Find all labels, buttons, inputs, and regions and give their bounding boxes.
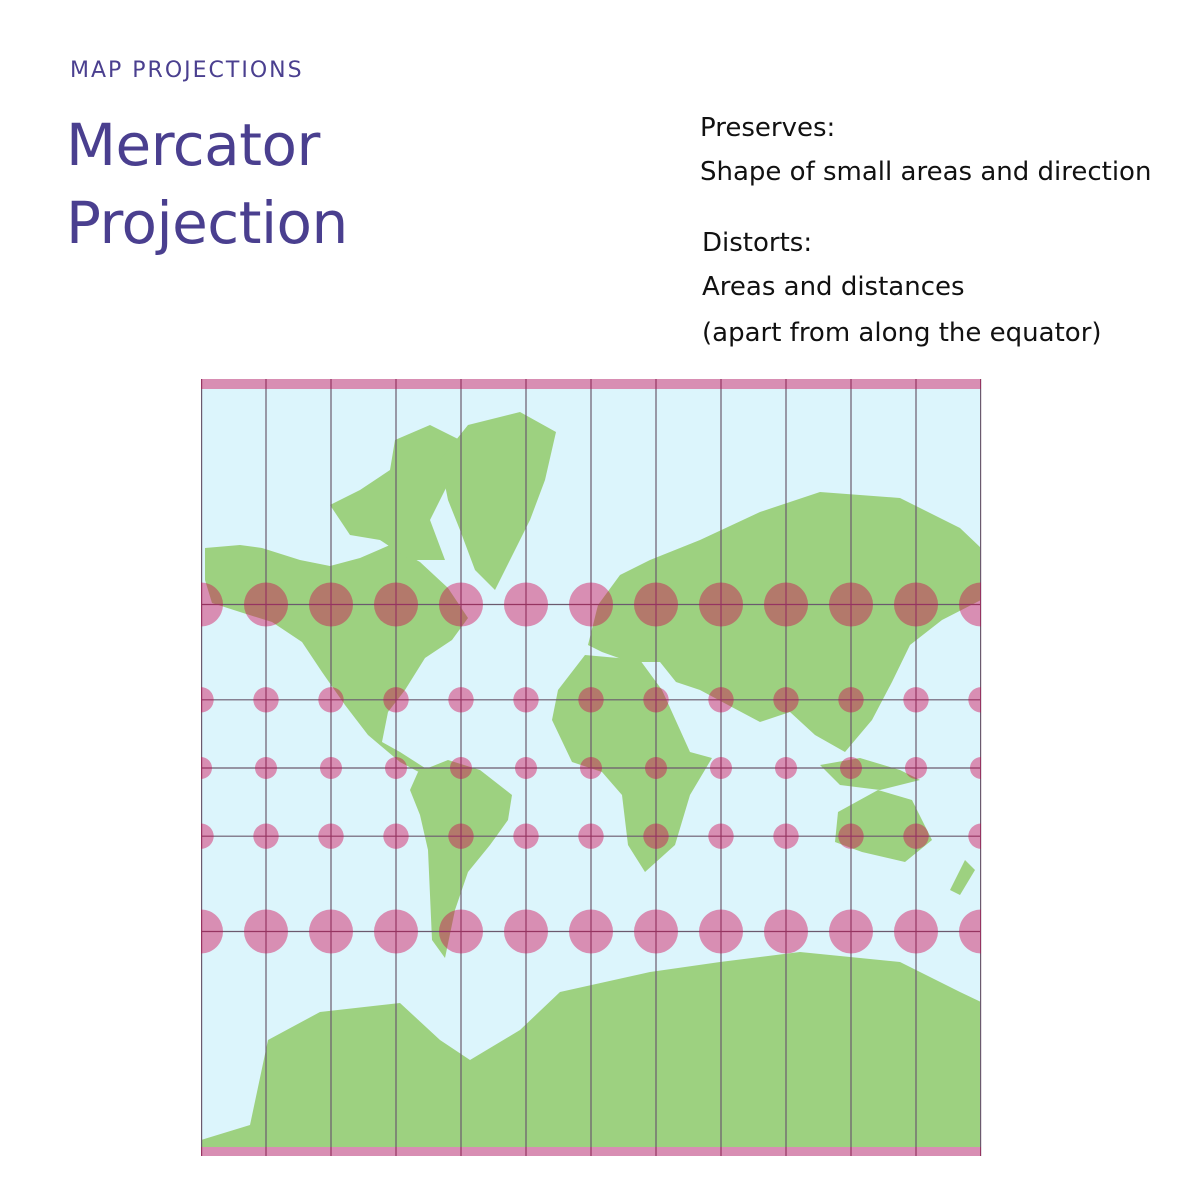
- tissot-circle: [838, 687, 864, 713]
- tissot-circle: [710, 757, 732, 779]
- tissot-circle: [578, 823, 604, 849]
- tissot-circle: [244, 582, 288, 627]
- tissot-circle: [569, 582, 613, 627]
- tissot-circle: [374, 582, 418, 627]
- tissot-circle: [578, 687, 604, 713]
- distorts-text-2: (apart from along the equator): [702, 318, 1102, 348]
- tissot-circle: [504, 582, 548, 627]
- tissot-circle: [643, 687, 669, 713]
- north-pole-band: [201, 379, 981, 389]
- australia: [835, 790, 932, 862]
- tissot-circle: [970, 757, 981, 779]
- tissot-circle: [201, 909, 223, 954]
- eurasia: [588, 492, 981, 752]
- tissot-circle: [201, 687, 214, 713]
- tissot-circle: [903, 823, 929, 849]
- tissot-circle: [634, 582, 678, 627]
- tissot-circle: [201, 823, 214, 849]
- tissot-circle: [699, 909, 743, 954]
- tissot-circle: [764, 582, 808, 627]
- south-pole-band: [201, 1147, 981, 1156]
- tissot-circle: [244, 909, 288, 954]
- tissot-circle: [903, 687, 929, 713]
- tissot-circle: [894, 909, 938, 954]
- tissot-circle: [569, 909, 613, 954]
- tissot-circle: [450, 757, 472, 779]
- southeast-asia-islands: [820, 758, 920, 790]
- tissot-circle: [253, 687, 279, 713]
- tissot-circle: [318, 687, 344, 713]
- new-zealand: [950, 860, 975, 895]
- tissot-circle: [309, 909, 353, 954]
- tissot-circle: [318, 823, 344, 849]
- tissot-circle: [504, 909, 548, 954]
- tissot-circle: [968, 687, 981, 713]
- tissot-circle: [699, 582, 743, 627]
- tissot-circle: [374, 909, 418, 954]
- tissot-circle: [320, 757, 342, 779]
- tissot-circle: [439, 909, 483, 954]
- tissot-circle: [775, 757, 797, 779]
- tissot-circle: [309, 582, 353, 627]
- tissot-circle: [383, 687, 409, 713]
- tissot-circle: [968, 823, 981, 849]
- tissot-circle: [634, 909, 678, 954]
- tissot-circle: [894, 582, 938, 627]
- tissot-indicatrices: [201, 582, 981, 954]
- tissot-circle: [201, 757, 212, 779]
- tissot-circle: [838, 823, 864, 849]
- tissot-circle: [201, 582, 223, 627]
- africa: [552, 655, 712, 872]
- tissot-circle: [513, 823, 539, 849]
- tissot-circle: [253, 823, 279, 849]
- preserves-label: Preserves:: [700, 113, 836, 143]
- page-title: Mercator Projection: [66, 106, 348, 262]
- north-america: [205, 545, 468, 778]
- tissot-circle: [439, 582, 483, 627]
- tissot-circle: [773, 823, 799, 849]
- tissot-circle: [448, 823, 474, 849]
- tissot-circle: [383, 823, 409, 849]
- tissot-circle: [905, 757, 927, 779]
- greenland: [440, 412, 556, 590]
- section-kicker: MAP PROJECTIONS: [70, 58, 304, 83]
- tissot-circle: [773, 687, 799, 713]
- tissot-circle: [645, 757, 667, 779]
- tissot-circle: [708, 687, 734, 713]
- tissot-circle: [708, 823, 734, 849]
- graticule: [201, 379, 982, 1156]
- tissot-circle: [643, 823, 669, 849]
- distorts-text-1: Areas and distances: [702, 272, 965, 302]
- preserves-text: Shape of small areas and direction: [700, 157, 1152, 187]
- tissot-circle: [764, 909, 808, 954]
- mercator-map: [201, 379, 982, 1156]
- tissot-circle: [829, 582, 873, 627]
- tissot-circle: [385, 757, 407, 779]
- tissot-circle: [515, 757, 537, 779]
- tissot-circle: [513, 687, 539, 713]
- title-line-1: Mercator: [66, 111, 320, 179]
- tissot-circle: [255, 757, 277, 779]
- tissot-circle: [448, 687, 474, 713]
- arctic-archipelago: [330, 425, 460, 560]
- tissot-circle: [959, 909, 981, 954]
- tissot-circle: [840, 757, 862, 779]
- title-line-2: Projection: [66, 189, 348, 257]
- tissot-circle: [829, 909, 873, 954]
- tissot-circle: [959, 582, 981, 627]
- tissot-circle: [580, 757, 602, 779]
- distorts-label: Distorts:: [702, 228, 813, 258]
